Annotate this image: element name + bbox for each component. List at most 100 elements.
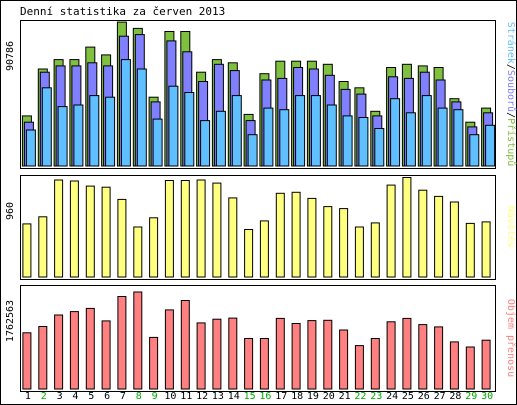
legend-item: Objem přenosu — [505, 299, 517, 377]
bar-stránek-5 — [89, 95, 100, 167]
chart-title: Denní statistika za červen 2013 — [20, 5, 225, 18]
bar-stránek-20 — [326, 104, 337, 167]
legend: Stránek/Souborů/Přístupů — [505, 22, 517, 167]
bar-objem-přenosu-18 — [291, 323, 301, 390]
x-tick-label-2: 2 — [41, 391, 47, 402]
bar-návštěv-6 — [101, 186, 111, 278]
bar-objem-přenosu-9 — [149, 336, 159, 390]
x-tick-label-11: 11 — [180, 391, 192, 402]
panel-frame — [20, 285, 496, 392]
x-tick-label-29: 29 — [465, 391, 477, 402]
bar-objem-přenosu-3 — [54, 314, 64, 390]
bar-stránek-9 — [152, 118, 163, 167]
bar-stránek-10 — [168, 85, 179, 167]
bar-stránek-28 — [453, 109, 464, 167]
bar-objem-přenosu-19 — [307, 320, 317, 390]
bar-návštěv-18 — [291, 191, 301, 278]
bar-objem-přenosu-20 — [323, 319, 333, 390]
bar-stránek-4 — [73, 104, 84, 167]
bar-objem-přenosu-2 — [38, 326, 48, 390]
bar-objem-přenosu-7 — [117, 296, 127, 390]
bar-návštěv-10 — [164, 180, 174, 278]
bar-stránek-11 — [184, 92, 195, 167]
bar-návštěv-13 — [212, 182, 222, 278]
bar-návštěv-27 — [434, 195, 444, 278]
legend-item: Stránek — [505, 22, 517, 64]
bar-objem-přenosu-22 — [354, 345, 364, 390]
bar-návštěv-2 — [38, 216, 48, 278]
bar-objem-přenosu-17 — [275, 317, 285, 390]
y-max-label: 90786 — [5, 41, 16, 71]
x-tick-label-17: 17 — [275, 391, 287, 402]
bar-stránek-30 — [485, 124, 496, 167]
bar-návštěv-14 — [228, 197, 238, 278]
x-tick-label-30: 30 — [481, 391, 493, 402]
bar-stránek-22 — [358, 117, 369, 167]
bar-návštěv-9 — [149, 217, 159, 278]
bar-objem-přenosu-27 — [434, 326, 444, 390]
bar-stránek-3 — [57, 106, 68, 167]
bar-stránek-1 — [25, 129, 36, 167]
x-tick-label-15: 15 — [244, 391, 256, 402]
bar-návštěv-5 — [85, 185, 95, 278]
bar-objem-přenosu-11 — [180, 300, 190, 390]
legend-item: Přístupů — [505, 118, 517, 166]
bar-návštěv-16 — [259, 220, 269, 278]
x-tick-label-4: 4 — [72, 391, 78, 402]
legend-item: Návštěv — [505, 206, 517, 248]
bar-návštěv-8 — [133, 226, 143, 278]
x-tick-label-10: 10 — [164, 391, 176, 402]
legend-item: Souborů — [505, 70, 517, 112]
x-tick-label-5: 5 — [88, 391, 94, 402]
bar-objem-přenosu-16 — [259, 338, 269, 390]
y-max-label: 960 — [5, 202, 16, 220]
bar-návštěv-22 — [354, 226, 364, 278]
panel-1: 90786 Stránek/Souborů/Přístupů — [5, 20, 517, 169]
legend: Objem přenosu — [505, 299, 517, 377]
legend-item: / — [505, 64, 516, 70]
bar-stránek-18 — [295, 95, 306, 167]
bar-objem-přenosu-28 — [449, 341, 459, 390]
bar-návštěv-30 — [481, 221, 491, 278]
bar-návštěv-11 — [180, 180, 190, 278]
x-tick-label-18: 18 — [291, 391, 303, 402]
bar-návštěv-17 — [275, 192, 285, 278]
bar-návštěv-21 — [339, 208, 349, 278]
x-tick-label-3: 3 — [57, 391, 63, 402]
bar-návštěv-28 — [449, 201, 459, 278]
bar-návštěv-29 — [465, 222, 475, 278]
x-tick-label-19: 19 — [307, 391, 319, 402]
bar-stránek-12 — [200, 120, 211, 167]
bar-stránek-2 — [41, 87, 52, 167]
bar-stránek-16 — [263, 107, 274, 167]
x-tick-label-26: 26 — [418, 391, 430, 402]
bar-objem-přenosu-26 — [418, 324, 428, 390]
bar-objem-přenosu-5 — [85, 307, 95, 390]
bar-objem-přenosu-15 — [244, 338, 254, 390]
x-tick-label-6: 6 — [104, 391, 110, 402]
bar-objem-přenosu-1 — [22, 332, 32, 390]
bar-návštěv-15 — [244, 229, 254, 278]
bar-stránek-27 — [437, 107, 448, 167]
bar-stránek-19 — [310, 95, 321, 167]
bar-objem-přenosu-30 — [481, 339, 491, 390]
panel-3: 1762563 Objem přenosu — [5, 285, 517, 392]
bar-návštěv-19 — [307, 197, 317, 278]
bar-stránek-26 — [421, 95, 432, 167]
x-tick-label-21: 21 — [339, 391, 351, 402]
bar-stránek-8 — [136, 68, 147, 167]
bar-stránek-7 — [120, 59, 131, 167]
legend-item: / — [505, 112, 516, 118]
panel-frame — [20, 175, 496, 280]
bar-objem-přenosu-23 — [370, 338, 380, 390]
bar-návštěv-4 — [69, 180, 79, 278]
bar-návštěv-1 — [22, 223, 32, 278]
x-tick-label-28: 28 — [449, 391, 461, 402]
bar-návštěv-7 — [117, 198, 127, 278]
y-max-label: 1762563 — [5, 300, 16, 342]
bar-stránek-23 — [374, 128, 385, 167]
bar-návštěv-3 — [54, 179, 64, 278]
bar-objem-přenosu-29 — [465, 346, 475, 390]
